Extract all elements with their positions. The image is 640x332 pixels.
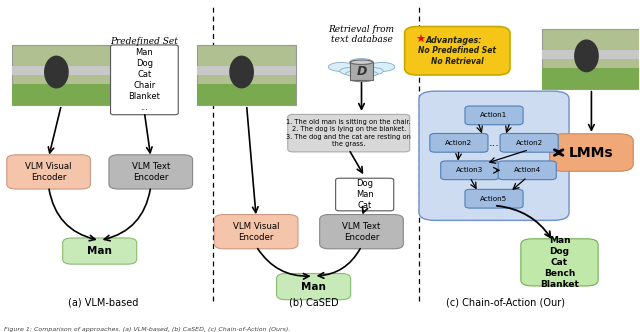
Text: VLM Text
Encoder: VLM Text Encoder xyxy=(342,222,381,242)
FancyBboxPatch shape xyxy=(288,115,410,152)
Bar xyxy=(542,29,640,89)
FancyBboxPatch shape xyxy=(441,161,499,180)
Text: (b) CaSED: (b) CaSED xyxy=(289,297,339,307)
Text: ...: ... xyxy=(488,138,499,148)
Bar xyxy=(197,45,296,105)
FancyBboxPatch shape xyxy=(498,161,556,180)
Ellipse shape xyxy=(350,78,372,82)
FancyBboxPatch shape xyxy=(419,91,569,220)
Text: LMMs: LMMs xyxy=(569,145,614,160)
Ellipse shape xyxy=(349,58,374,67)
Bar xyxy=(232,66,244,81)
Text: ★: ★ xyxy=(415,36,425,45)
Text: Man: Man xyxy=(301,282,326,291)
FancyBboxPatch shape xyxy=(276,274,351,300)
Bar xyxy=(577,50,588,65)
Text: Predefined Set: Predefined Set xyxy=(111,37,179,45)
Text: No Predefined Set: No Predefined Set xyxy=(419,46,496,55)
Ellipse shape xyxy=(346,70,378,77)
FancyBboxPatch shape xyxy=(320,214,403,249)
Text: Action2: Action2 xyxy=(516,140,543,146)
Text: Dog
Man
Cat: Dog Man Cat xyxy=(356,179,374,210)
Bar xyxy=(197,66,296,75)
FancyBboxPatch shape xyxy=(500,133,558,152)
Text: Action3: Action3 xyxy=(456,167,483,173)
Bar xyxy=(197,84,296,105)
Bar xyxy=(12,66,111,75)
Text: Action4: Action4 xyxy=(514,167,541,173)
Ellipse shape xyxy=(350,60,372,64)
Bar xyxy=(12,45,111,105)
Text: Action1: Action1 xyxy=(481,112,508,119)
FancyBboxPatch shape xyxy=(521,239,598,286)
Text: Action5: Action5 xyxy=(481,196,508,202)
Text: VLM Visual
Encoder: VLM Visual Encoder xyxy=(233,222,280,242)
Bar xyxy=(350,62,372,80)
Bar xyxy=(47,66,58,81)
Bar xyxy=(542,50,640,59)
Ellipse shape xyxy=(328,62,354,71)
FancyBboxPatch shape xyxy=(335,178,394,211)
Text: Man
Dog
Cat
Bench
Blanket: Man Dog Cat Bench Blanket xyxy=(540,236,579,289)
FancyBboxPatch shape xyxy=(430,133,488,152)
FancyBboxPatch shape xyxy=(7,155,90,189)
Text: Retrieval from
text database: Retrieval from text database xyxy=(328,25,394,44)
Text: Advantages:: Advantages: xyxy=(426,36,483,45)
Bar xyxy=(12,84,111,105)
Text: D: D xyxy=(356,65,367,78)
Text: Man: Man xyxy=(87,246,112,256)
FancyBboxPatch shape xyxy=(465,106,523,125)
FancyBboxPatch shape xyxy=(109,155,193,189)
Text: (c) Chain-of-Action (Our): (c) Chain-of-Action (Our) xyxy=(445,297,564,307)
Ellipse shape xyxy=(363,68,383,75)
Text: 1. The old man is sitting on the chair.
2. The dog is lying on the blanket.
3. T: 1. The old man is sitting on the chair. … xyxy=(286,119,411,147)
Text: Man
Dog
Cat
Chair
Blanket
...: Man Dog Cat Chair Blanket ... xyxy=(129,47,160,112)
Text: Action2: Action2 xyxy=(445,140,472,146)
Ellipse shape xyxy=(574,40,599,72)
Ellipse shape xyxy=(44,55,68,88)
Text: No Retrieval: No Retrieval xyxy=(431,56,484,66)
Ellipse shape xyxy=(229,55,254,88)
Text: (a) VLM-based: (a) VLM-based xyxy=(68,297,138,307)
Ellipse shape xyxy=(369,62,395,71)
FancyBboxPatch shape xyxy=(550,134,633,171)
Bar xyxy=(542,68,640,89)
FancyBboxPatch shape xyxy=(214,214,298,249)
FancyBboxPatch shape xyxy=(404,27,510,75)
FancyBboxPatch shape xyxy=(465,189,523,208)
Ellipse shape xyxy=(340,68,360,75)
FancyBboxPatch shape xyxy=(63,238,137,264)
FancyBboxPatch shape xyxy=(111,45,178,115)
Text: VLM Text
Encoder: VLM Text Encoder xyxy=(132,162,170,182)
Text: Figure 1: Comparison of approaches. (a) VLM-based, (b) CaSED, (c) Chain-of-Actio: Figure 1: Comparison of approaches. (a) … xyxy=(4,327,291,332)
Text: VLM Visual
Encoder: VLM Visual Encoder xyxy=(26,162,72,182)
